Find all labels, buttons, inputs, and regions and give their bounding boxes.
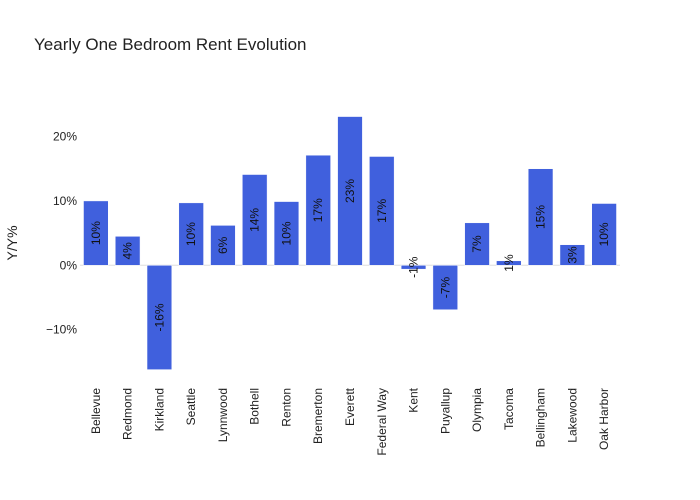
x-tick-label: Oak Harbor [597, 388, 611, 450]
bar-tacoma [496, 260, 522, 266]
x-tick-label: Redmond [121, 388, 135, 440]
x-tick-label: Bellingham [534, 388, 548, 447]
bar-value-label: 15% [534, 205, 548, 229]
bar-value-label: -7% [438, 277, 452, 299]
bar-value-label: 14% [248, 208, 262, 232]
bar-value-label: 4% [121, 242, 135, 260]
x-tick-label: Kent [407, 387, 421, 412]
bar-value-label: 17% [375, 199, 389, 223]
x-tick-label: Lakewood [565, 388, 579, 443]
bar-bellevue [83, 200, 109, 266]
bar-bellingham [527, 168, 554, 266]
bar-bothell [242, 174, 268, 266]
bar-value-label: 10% [89, 221, 103, 245]
bar-value-label: 1% [502, 254, 516, 272]
x-tick-label: Everett [343, 387, 357, 426]
y-axis-label: Y/Y% [4, 225, 20, 260]
y-tick-label: 10% [53, 194, 77, 208]
bar-renton [273, 201, 300, 266]
x-tick-label: Bothell [248, 388, 262, 425]
x-tick-label: Tacoma [502, 388, 516, 430]
bar-oak-harbor [591, 203, 617, 266]
bar-value-label: 23% [343, 179, 357, 203]
bar-federal-way [369, 156, 395, 266]
bar-puyallup [432, 265, 458, 310]
y-axis-ticks: −10% 0% 10% 20% [46, 130, 77, 337]
x-axis-ticks: Bellevue Redmond Kirkland Seattle Lynnwood Bo… [89, 387, 611, 455]
bar-olympia [464, 222, 490, 266]
chart-title: Yearly One Bedroom Rent Evolution [34, 35, 306, 54]
x-tick-label: Kirkland [152, 388, 166, 431]
bar-value-label: -1% [407, 256, 421, 278]
x-tick-label: Seattle [184, 388, 198, 426]
bar-everett [337, 116, 363, 266]
x-tick-label: Federal Way [375, 388, 389, 456]
bar-value-label: 6% [216, 236, 230, 254]
x-tick-label: Bremerton [311, 388, 325, 444]
bar-value-label: 7% [470, 235, 484, 253]
bar-value-label: 10% [184, 222, 198, 246]
bar-labels: 10% 4% -16% 10% 6% 14% 10% 17% 23% 17% -1% -7% 7% 1% 1… [89, 179, 611, 332]
bar-value-label: 10% [597, 222, 611, 246]
x-tick-label: Lynnwood [216, 388, 230, 442]
x-tick-label: Bellevue [89, 388, 103, 434]
bar-value-label: 17% [311, 198, 325, 222]
bar-value-label: 3% [565, 246, 579, 264]
bars [83, 116, 617, 370]
y-tick-label: 20% [53, 130, 77, 144]
bar-lakewood [559, 244, 585, 266]
bar-kent [400, 265, 427, 270]
x-tick-label: Olympia [470, 388, 484, 432]
bar-redmond [115, 236, 141, 266]
x-tick-label: Renton [279, 388, 293, 427]
bar-value-label: -16% [152, 303, 166, 331]
y-tick-label: 0% [60, 258, 78, 272]
bar-bremerton [305, 154, 331, 266]
y-tick-label: −10% [46, 323, 77, 337]
bar-lynnwood [210, 225, 236, 266]
x-tick-label: Puyallup [438, 388, 452, 434]
bar-kirkland [146, 265, 173, 370]
bar-value-label: 10% [279, 221, 293, 245]
bar-seattle [178, 202, 204, 266]
